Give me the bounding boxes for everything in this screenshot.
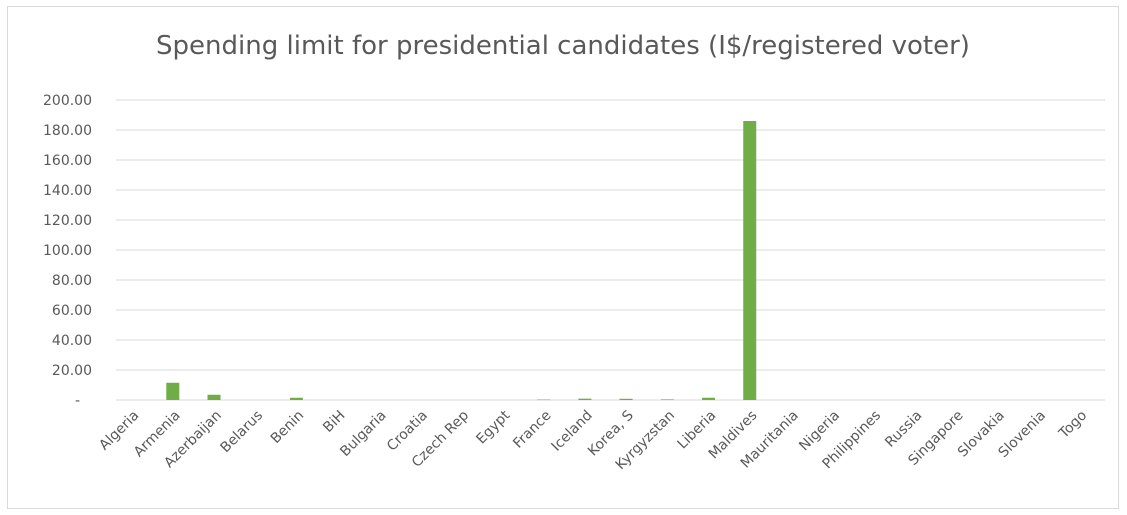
y-tick-label: 140.00 [43,183,92,199]
x-tick-label: Egypt [473,407,513,447]
bar [289,397,303,400]
chart-area: Spending limit for presidential candidat… [7,6,1119,509]
y-tick-label: 100.00 [43,243,92,259]
bar [660,399,674,400]
bar [537,399,551,401]
bar [578,398,592,400]
x-tick-label: Bulgaria [337,408,389,460]
x-tick-label: France [510,408,554,452]
y-tick-label: 160.00 [43,153,92,169]
bar [207,394,221,400]
y-tick-label: 200.00 [43,93,92,109]
y-tick-label: 60.00 [52,303,92,319]
y-tick-label: 40.00 [52,333,92,349]
x-tick-label: Belarus [218,408,267,457]
chart-title: Spending limit for presidential candidat… [156,31,970,61]
x-tick-label: BiH [320,408,348,436]
y-tick-label: - [75,393,80,409]
bar [702,397,716,400]
y-tick-label: 180.00 [43,123,92,139]
x-tick-label: Benin [268,408,307,447]
y-tick-label: 120.00 [43,213,92,229]
bar [743,121,757,400]
y-tick-label: 80.00 [52,273,92,289]
x-tick-label: Togo [1055,408,1090,443]
bar [619,398,633,400]
bar [166,382,180,400]
y-tick-label: 20.00 [52,363,92,379]
